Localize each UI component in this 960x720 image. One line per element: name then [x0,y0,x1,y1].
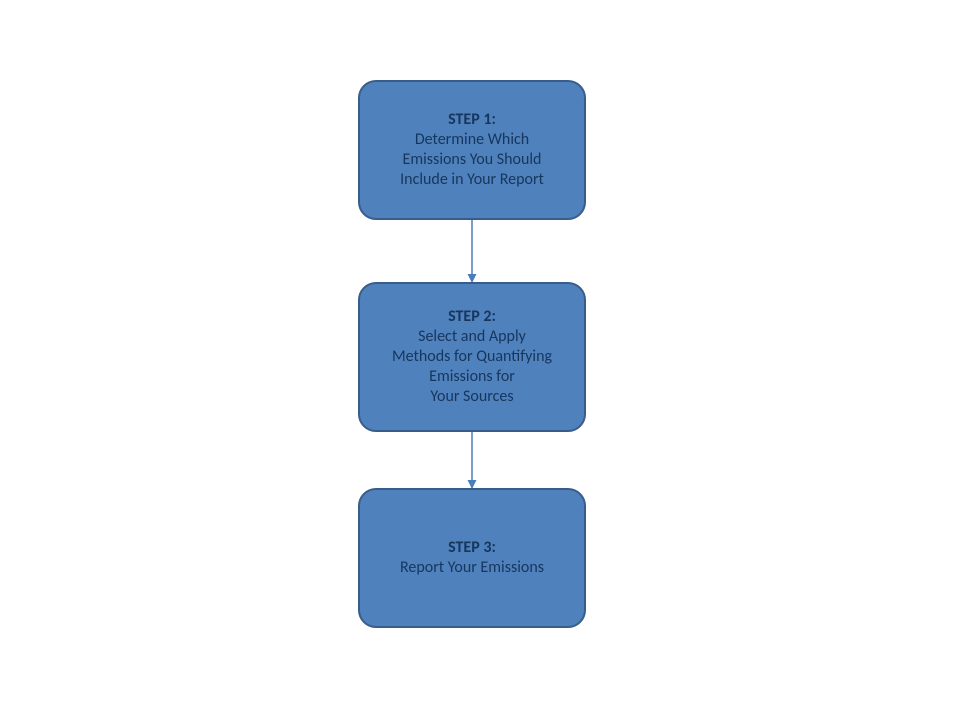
flowchart-node-step1: STEP 1:Determine Which Emissions You Sho… [358,80,586,220]
flowchart-node-step2: STEP 2:Select and Apply Methods for Quan… [358,282,586,432]
node-title: STEP 2: [448,307,496,327]
node-desc: Determine Which Emissions You Should Inc… [400,130,544,190]
node-desc: Select and Apply Methods for Quantifying… [392,327,552,407]
flowchart-node-step3: STEP 3:Report Your Emissions [358,488,586,628]
flowchart-canvas: STEP 1:Determine Which Emissions You Sho… [0,0,960,720]
node-title: STEP 1: [448,110,496,130]
node-desc: Report Your Emissions [400,558,544,578]
node-title: STEP 3: [448,538,496,558]
